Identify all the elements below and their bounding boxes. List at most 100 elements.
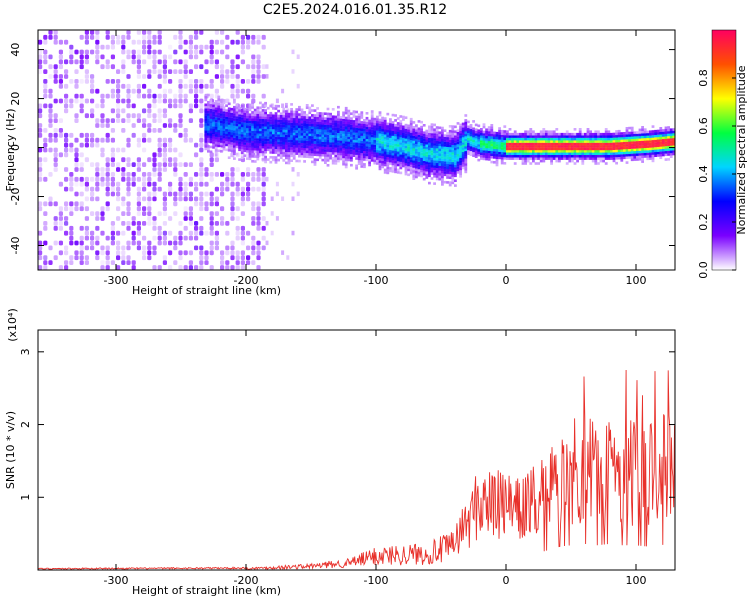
spectrogram-cell	[74, 49, 79, 55]
spectrogram-cell	[586, 142, 590, 146]
spectrogram-cell	[303, 135, 306, 139]
spectrogram-cell	[235, 93, 240, 99]
spectrogram-cell	[659, 149, 663, 152]
spectrogram-cell	[298, 159, 301, 163]
spectrogram-cell	[227, 146, 231, 150]
spectrogram-cell	[69, 225, 74, 231]
spectrogram-cell	[321, 158, 325, 162]
spectrogram-cell	[363, 128, 366, 132]
spectrogram-cell	[235, 133, 239, 136]
spectrogram-cell	[391, 148, 395, 151]
spectrogram-cell	[576, 147, 579, 151]
spectrogram-cell	[448, 132, 452, 135]
spectrogram-cell	[116, 108, 121, 114]
spectrogram-cell	[422, 168, 426, 171]
spectrogram-cell	[116, 103, 121, 109]
spectrogram-cell	[331, 137, 335, 140]
spectrogram-cell	[173, 191, 178, 197]
spectrogram-cell	[435, 140, 439, 144]
spectrogram-cell	[321, 151, 325, 155]
plot-frame	[37, 329, 676, 571]
spectrogram-cell	[521, 152, 525, 155]
spectrogram-cell	[620, 132, 624, 135]
spectrogram-cell	[433, 172, 436, 176]
spectrogram-cell	[435, 165, 439, 168]
spectrogram-cell	[259, 150, 262, 154]
spectrogram-cell	[339, 150, 343, 153]
spectrogram-cell	[519, 154, 522, 158]
spectrogram-cell	[131, 176, 136, 182]
spectrogram-cell	[214, 211, 219, 216]
spectrogram-cell	[64, 137, 69, 143]
spectrogram-cell	[251, 160, 254, 163]
spectrogram-cell	[136, 157, 141, 163]
spectrogram-cell	[365, 124, 369, 127]
spectrogram-cell	[188, 162, 193, 167]
spectrogram-cell	[620, 151, 624, 155]
spectrogram-cell	[511, 142, 514, 146]
spectrogram-cell	[261, 181, 266, 187]
spectrogram-cell	[194, 225, 199, 231]
spectrogram-cell	[594, 162, 598, 165]
spectrogram-cell	[337, 142, 340, 146]
spectrogram-cell	[214, 141, 218, 145]
spectrogram-cell	[500, 156, 504, 160]
spectrogram-cell	[246, 110, 249, 114]
spectrogram-cell	[43, 221, 48, 226]
spectrogram-cell	[188, 211, 193, 216]
spectrogram-cell	[79, 201, 84, 207]
spectrogram-cell	[168, 230, 173, 236]
spectrogram-cell	[53, 132, 58, 138]
spectrogram-cell	[183, 186, 188, 192]
spectrogram-cell	[443, 141, 447, 145]
spectrogram-cell	[279, 112, 283, 115]
spectrogram-cell	[214, 64, 219, 70]
spectrogram-cell	[100, 250, 105, 256]
spectrogram-cell	[389, 169, 392, 173]
spectrogram-cell	[287, 159, 291, 162]
spectrogram-cell	[586, 145, 590, 148]
spectrogram-cell	[506, 130, 509, 133]
spectrogram-cell	[38, 157, 43, 163]
spectrogram-cell	[581, 162, 585, 165]
spectrogram-cell	[220, 83, 225, 89]
spectrogram-cell	[368, 134, 371, 137]
spectrogram-cell	[259, 128, 262, 132]
spectrogram-cell	[656, 141, 660, 145]
spectrogram-cell	[256, 74, 261, 79]
spectrogram-cell	[589, 157, 592, 160]
spectrogram-cell	[459, 130, 462, 134]
spectrogram-cell	[485, 157, 488, 161]
spectrogram-cell	[230, 125, 234, 128]
spectrogram-cell	[438, 163, 442, 166]
spectrogram-cell	[235, 39, 240, 45]
spectrogram-cell	[212, 111, 215, 115]
spectrogram-cell	[199, 79, 204, 84]
spectrogram-cell	[625, 136, 629, 140]
spectrogram-cell	[357, 145, 361, 148]
spectrogram-cell	[230, 255, 235, 261]
spectrogram-cell	[373, 161, 377, 165]
spectrogram-cell	[383, 156, 387, 159]
spectrogram-cell	[157, 118, 162, 123]
spectrogram-cell	[296, 83, 300, 89]
spectrogram-cell	[404, 116, 408, 119]
spectrogram-cell	[337, 150, 340, 153]
spectrogram-cell	[269, 111, 273, 115]
spectrogram-cell	[537, 140, 540, 143]
spectrogram-cell	[318, 134, 322, 137]
spectrogram-cell	[591, 137, 595, 141]
spectrogram-cell	[654, 154, 657, 157]
spectrogram-cell	[238, 106, 241, 110]
spectrogram-cell	[529, 152, 533, 155]
spectrogram-cell	[524, 154, 527, 158]
spectrogram-cell	[217, 100, 221, 104]
spectrogram-cell	[651, 144, 655, 148]
spectrogram-cell	[305, 128, 309, 131]
spectrogram-cell	[272, 158, 275, 162]
spectrogram-cell	[638, 138, 642, 141]
spectrogram-cell	[651, 149, 655, 153]
spectrogram-cell	[95, 88, 100, 94]
spectrogram-cell	[526, 152, 530, 155]
spectrogram-cell	[270, 211, 274, 216]
